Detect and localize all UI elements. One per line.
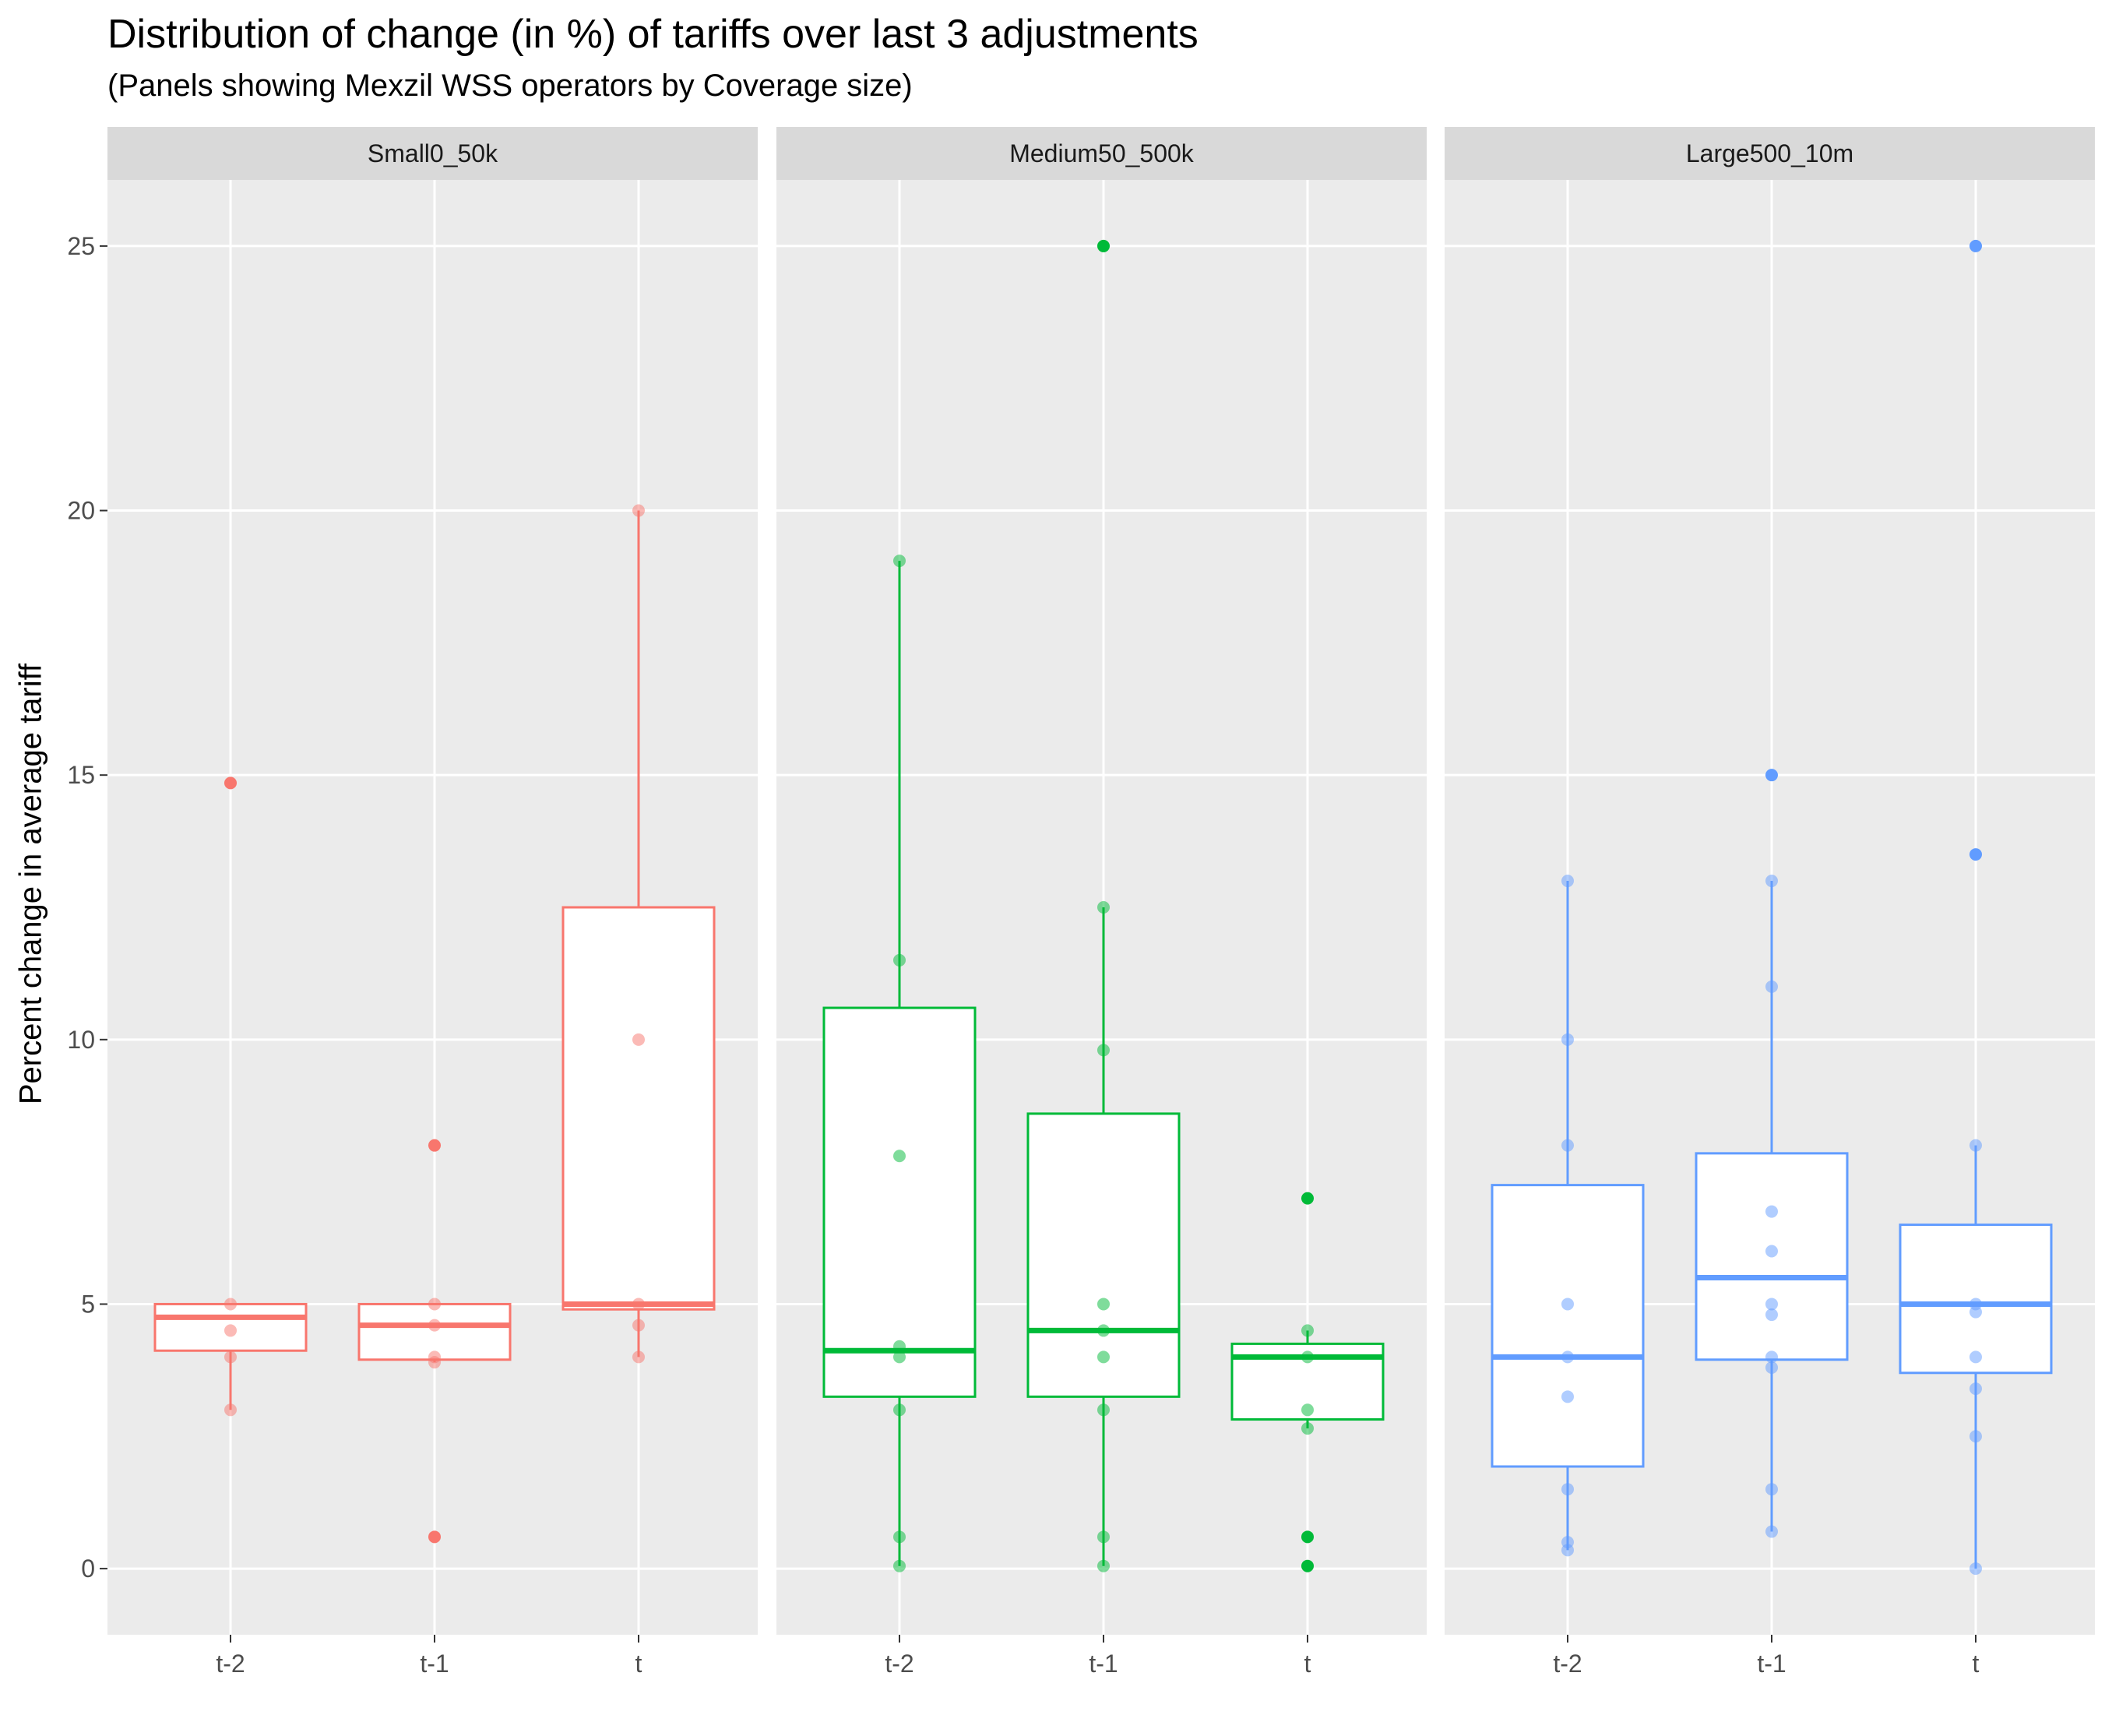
data-point	[893, 1340, 906, 1353]
data-point	[893, 1350, 906, 1364]
data-point	[1097, 1559, 1110, 1572]
data-point	[1969, 1305, 1982, 1319]
data-point	[428, 1298, 441, 1311]
outlier-point	[1097, 239, 1110, 252]
data-point	[1765, 1525, 1778, 1538]
outlier-point	[1301, 1559, 1314, 1572]
outlier-point	[428, 1139, 441, 1152]
data-point	[632, 504, 645, 517]
panel-strip	[107, 127, 758, 180]
data-point	[1969, 1562, 1982, 1576]
data-point	[1765, 1308, 1778, 1322]
data-point	[1561, 1390, 1574, 1403]
data-point	[224, 1403, 237, 1417]
data-point	[632, 1319, 645, 1332]
data-point	[1097, 1324, 1110, 1337]
data-point	[1969, 1382, 1982, 1396]
data-point	[1765, 1298, 1778, 1311]
data-point	[893, 1530, 906, 1544]
data-point	[632, 1298, 645, 1311]
y-tick-label: 20	[67, 497, 95, 525]
data-point	[1097, 1298, 1110, 1311]
data-point	[1765, 875, 1778, 888]
y-tick-label: 0	[81, 1555, 95, 1583]
data-point	[1097, 1530, 1110, 1544]
data-point	[1561, 1298, 1574, 1311]
x-tick-label: t	[1973, 1650, 1980, 1678]
data-point	[1097, 1044, 1110, 1057]
data-point	[1301, 1324, 1314, 1337]
data-point	[893, 555, 906, 568]
data-point	[1561, 875, 1574, 888]
data-point	[1765, 1205, 1778, 1218]
outlier-point	[1969, 848, 1982, 861]
data-point	[1969, 1350, 1982, 1364]
data-point	[1301, 1350, 1314, 1364]
chart-title: Distribution of change (in %) of tariffs…	[107, 12, 1199, 57]
data-point	[1097, 1403, 1110, 1417]
y-tick-label: 10	[67, 1026, 95, 1054]
data-point	[893, 1403, 906, 1417]
outlier-point	[1969, 239, 1982, 252]
outlier-point	[1301, 1192, 1314, 1205]
box	[1491, 1184, 1645, 1468]
data-point	[1765, 1483, 1778, 1496]
x-tick-label: t-1	[420, 1650, 449, 1678]
panel-Small0_50k: Small0_50k t-2 t-1 t	[107, 127, 758, 1678]
outlier-point	[428, 1530, 441, 1544]
data-point	[893, 1559, 906, 1572]
y-tick-label: 5	[81, 1290, 95, 1318]
panel-Medium50_500k: Medium50_500k t-2 t-1 t	[776, 127, 1427, 1678]
outlier-point	[1765, 769, 1778, 782]
data-point	[224, 1350, 237, 1364]
data-point	[1765, 1350, 1778, 1364]
panel-strip	[1445, 127, 2095, 180]
x-tick-label: t-2	[1553, 1650, 1582, 1678]
box	[822, 1006, 977, 1398]
chart-subtitle: (Panels showing Mexzil WSS operators by …	[107, 69, 913, 103]
panel-Large500_10m: Large500_10m t-2 t-1 t	[1445, 127, 2095, 1678]
data-point	[428, 1319, 441, 1332]
data-point	[1969, 1430, 1982, 1443]
data-point	[1097, 1350, 1110, 1364]
x-tick-label: t-2	[885, 1650, 913, 1678]
data-point	[224, 1324, 237, 1337]
box	[357, 1302, 512, 1361]
data-point	[1765, 1361, 1778, 1374]
y-tick-label: 15	[67, 761, 95, 789]
data-point	[1097, 901, 1110, 914]
data-point	[1561, 1350, 1574, 1364]
data-point	[1765, 980, 1778, 993]
data-point	[632, 1033, 645, 1046]
data-point	[632, 1350, 645, 1364]
outlier-point	[1301, 1530, 1314, 1544]
panel-strip-label: Large500_10m	[1686, 139, 1853, 167]
panel-strip-label: Small0_50k	[368, 139, 498, 167]
data-point	[893, 953, 906, 967]
x-tick-label: t-1	[1089, 1650, 1118, 1678]
box	[1026, 1112, 1181, 1398]
data-point	[1301, 1403, 1314, 1417]
x-tick-label: t-1	[1757, 1650, 1786, 1678]
box	[561, 906, 716, 1311]
panel-strip	[776, 127, 1427, 180]
data-point	[1301, 1422, 1314, 1435]
y-tick-label: 25	[67, 232, 95, 260]
panel-strip-label: Medium50_500k	[1009, 139, 1195, 167]
data-point	[1561, 1544, 1574, 1557]
x-tick-label: t	[1304, 1650, 1311, 1678]
x-tick-label: t	[635, 1650, 642, 1678]
data-point	[1969, 1139, 1982, 1152]
data-point	[1765, 1245, 1778, 1258]
x-tick-label: t-2	[216, 1650, 245, 1678]
data-point	[428, 1356, 441, 1369]
data-point	[893, 1150, 906, 1163]
data-point	[1561, 1483, 1574, 1496]
data-point	[1561, 1033, 1574, 1046]
data-point	[1561, 1139, 1574, 1152]
outlier-point	[224, 776, 237, 790]
data-point	[224, 1298, 237, 1311]
